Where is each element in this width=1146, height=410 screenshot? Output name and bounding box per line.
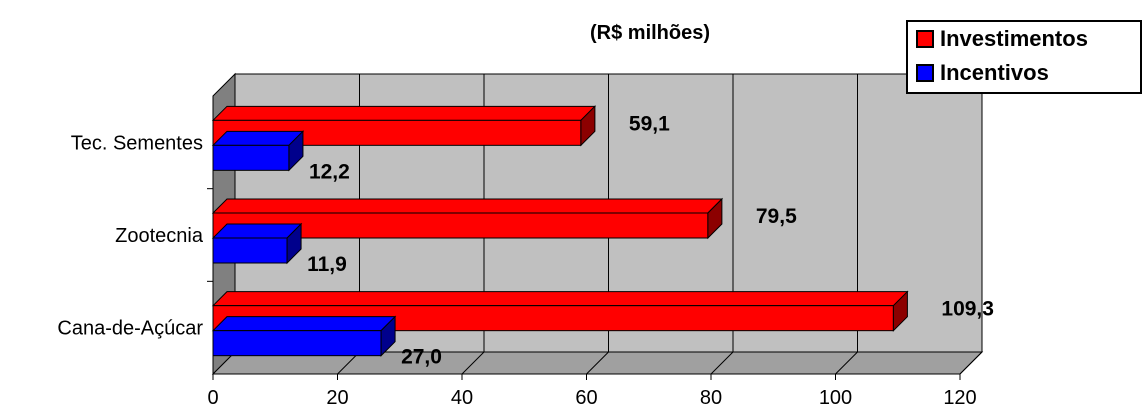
- floor-gridline: [710, 351, 734, 375]
- bar-side-investimentos: [580, 105, 596, 147]
- y-category-label: Zootecnia: [115, 225, 204, 247]
- data-label-incentivos: 12,2: [309, 160, 350, 183]
- bar-side-investimentos: [892, 290, 908, 332]
- floor-gridline: [959, 351, 983, 375]
- floor-gridline: [835, 351, 858, 375]
- bar-top-investimentos: [211, 198, 724, 214]
- legend-swatch-incentivos: [916, 64, 934, 82]
- data-label-investimentos: 59,1: [629, 112, 670, 135]
- bar-side-investimentos: [707, 197, 723, 240]
- bar-incentivos: [212, 237, 288, 264]
- legend: Investimentos Incentivos: [906, 20, 1142, 94]
- x-tick-label: 40: [451, 387, 473, 409]
- floor-gridline: [461, 351, 485, 375]
- bar-top-incentivos: [211, 316, 397, 332]
- unit-label: (R$ milhões): [590, 22, 711, 44]
- x-tick-label: 20: [326, 387, 348, 409]
- x-tick-label: 80: [700, 387, 722, 409]
- data-label-investimentos: 79,5: [756, 205, 797, 228]
- y-category-label: Tec. Sementes: [71, 132, 203, 154]
- bar-incentivos: [212, 330, 382, 357]
- legend-item-investimentos: Investimentos: [916, 26, 1088, 52]
- labels-group: 0 20 40 60 80 100 120 Cana-de-Açúcar 109,3 27,0 Zo…: [57, 112, 994, 409]
- legend-label-investimentos: Investimentos: [940, 26, 1088, 51]
- bar-top-investimentos: [211, 291, 909, 307]
- bar-top-investimentos: [211, 105, 597, 121]
- bars-group: [211, 105, 909, 357]
- bar-top-incentivos: [211, 130, 305, 146]
- x-tick-label: 0: [207, 387, 218, 409]
- bar-side-incentivos: [380, 315, 396, 357]
- x-tick-label: 100: [819, 387, 852, 409]
- bar-incentivos: [212, 144, 290, 171]
- bar-top-incentivos: [211, 223, 303, 239]
- legend-label-incentivos: Incentivos: [940, 60, 1049, 85]
- legend-swatch-investimentos: [916, 30, 934, 48]
- x-tick-label: 60: [575, 387, 597, 409]
- data-label-incentivos: 27,0: [401, 346, 442, 369]
- y-category-label: Cana-de-Açúcar: [57, 318, 203, 340]
- legend-item-incentivos: Incentivos: [916, 60, 1049, 86]
- data-label-incentivos: 11,9: [307, 253, 347, 276]
- data-label-investimentos: 109,3: [941, 298, 994, 321]
- x-tick-label: 120: [943, 387, 976, 409]
- floor-gridline: [586, 351, 609, 375]
- bar-side-incentivos: [286, 222, 302, 265]
- bar-side-incentivos: [288, 130, 304, 172]
